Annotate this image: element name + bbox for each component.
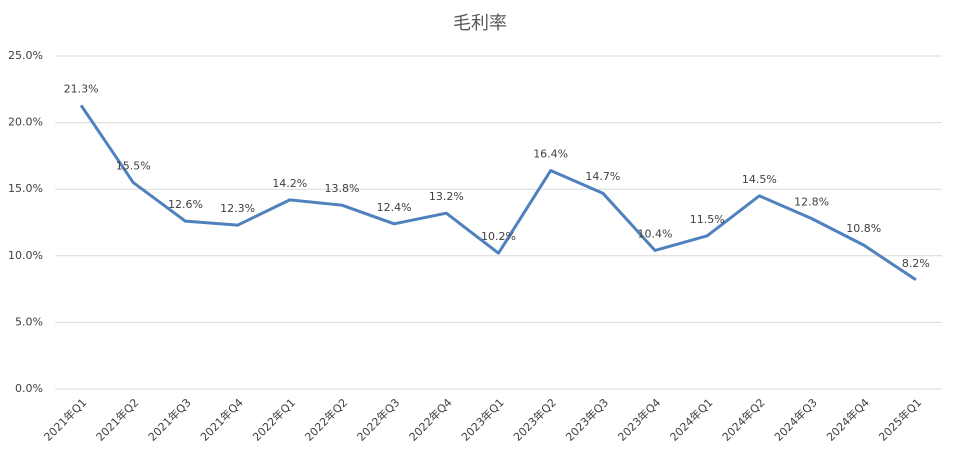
data-label: 8.2% xyxy=(902,257,930,270)
data-label: 12.3% xyxy=(220,202,255,215)
x-tick-label: 2022年Q2 xyxy=(302,395,351,444)
x-tick-label: 2022年Q3 xyxy=(354,395,403,444)
x-tick-label: 2024年Q1 xyxy=(667,395,716,444)
x-tick-label: 2021年Q4 xyxy=(197,395,246,444)
data-label: 10.4% xyxy=(638,227,673,240)
x-tick-label: 2022年Q1 xyxy=(249,395,298,444)
x-tick-label: 2023年Q3 xyxy=(563,395,612,444)
line xyxy=(79,104,917,282)
data-label: 10.8% xyxy=(846,222,881,235)
x-tick-label: 2024年Q4 xyxy=(823,395,872,444)
data-label: 12.8% xyxy=(794,196,829,209)
data-label: 14.5% xyxy=(742,173,777,186)
x-tick-label: 2021年Q1 xyxy=(41,395,90,444)
y-tick-label: 10.0% xyxy=(8,249,43,262)
data-label: 14.2% xyxy=(272,177,307,190)
data-label: 13.8% xyxy=(324,182,359,195)
data-label: 13.2% xyxy=(429,190,464,203)
data-label: 16.4% xyxy=(533,148,568,161)
chart-title: 毛利率 xyxy=(453,13,507,34)
data-label: 14.7% xyxy=(585,170,620,183)
data-label: 11.5% xyxy=(690,213,725,226)
x-tick-label: 2023年Q1 xyxy=(458,395,507,444)
y-tick-label: 5.0% xyxy=(15,315,43,328)
data-label: 12.4% xyxy=(377,201,412,214)
x-tick-label: 2022年Q4 xyxy=(406,395,455,444)
x-tick-label: 2025年Q1 xyxy=(876,395,925,444)
x-tick-label: 2021年Q2 xyxy=(93,395,142,444)
y-tick-label: 15.0% xyxy=(8,182,43,195)
data-label: 12.6% xyxy=(168,198,203,211)
y-tick-label: 0.0% xyxy=(15,382,43,395)
x-tick-label: 2021年Q3 xyxy=(145,395,194,444)
x-tick-label: 2024年Q2 xyxy=(719,395,768,444)
y-tick-label: 25.0% xyxy=(8,49,43,62)
x-tick-label: 2023年Q4 xyxy=(615,395,664,444)
data-label: 10.2% xyxy=(481,230,516,243)
data-label: 21.3% xyxy=(64,82,99,95)
x-tick-label: 2024年Q3 xyxy=(771,395,820,444)
y-tick-label: 20.0% xyxy=(8,116,43,129)
data-label: 15.5% xyxy=(116,160,151,173)
x-tick-label: 2023年Q2 xyxy=(510,395,559,444)
